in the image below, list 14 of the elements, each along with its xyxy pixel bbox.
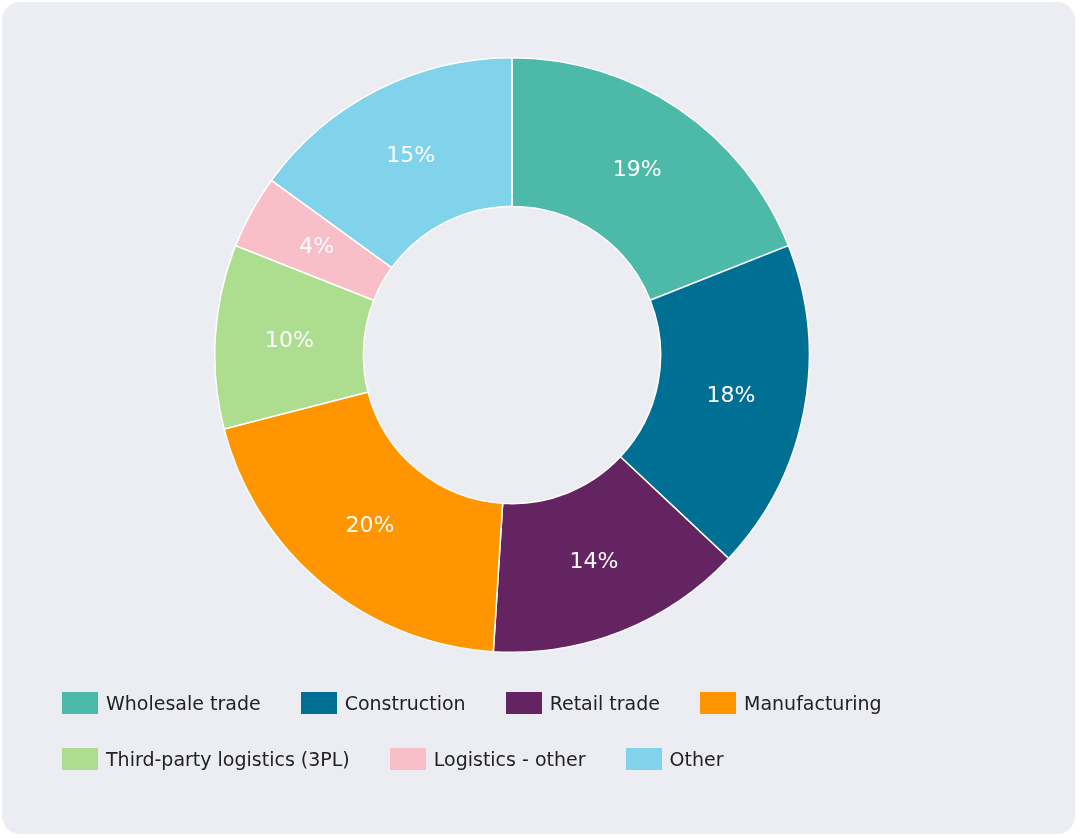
legend-label: Wholesale trade bbox=[106, 692, 261, 714]
data-label: 20% bbox=[345, 512, 395, 538]
legend-label: Third-party logistics (3PL) bbox=[106, 748, 350, 770]
data-label: 18% bbox=[706, 382, 756, 408]
data-label: 19% bbox=[612, 156, 662, 182]
legend-label: Other bbox=[669, 748, 724, 770]
data-label: 14% bbox=[569, 548, 619, 573]
legend-label: Logistics - other bbox=[433, 748, 586, 770]
legend-label: Construction bbox=[344, 692, 466, 714]
data-label: 4% bbox=[299, 233, 335, 259]
legend-label: Retail trade bbox=[549, 692, 661, 714]
legend-label: Manufacturing bbox=[744, 692, 882, 714]
data-label: 15% bbox=[386, 142, 436, 168]
data-label: 10% bbox=[265, 326, 314, 352]
